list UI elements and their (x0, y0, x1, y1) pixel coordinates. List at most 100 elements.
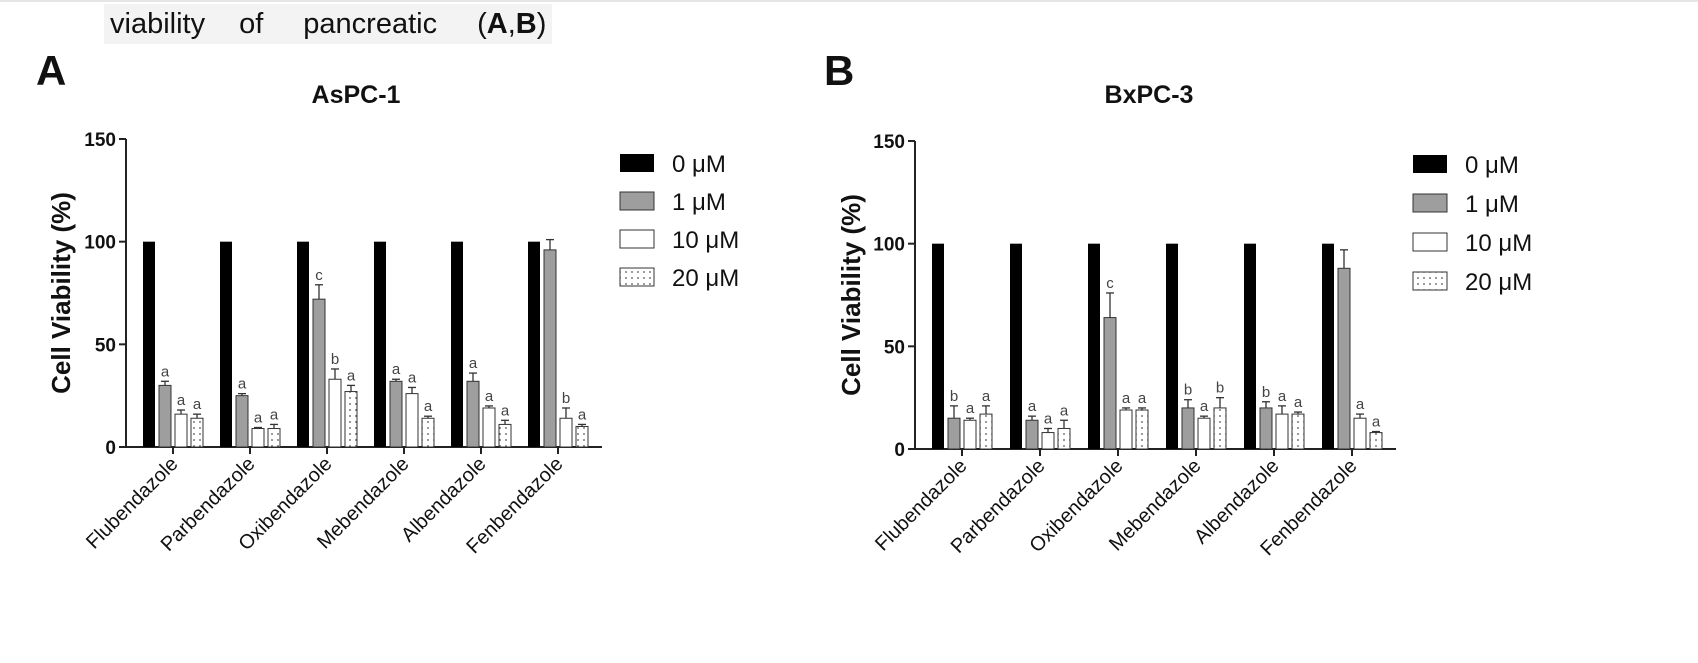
y-tick-label: 0 (894, 440, 905, 461)
bar (1119, 409, 1133, 450)
bar (374, 241, 386, 447)
legend-label: 0 μM (672, 151, 726, 178)
significance-label: a (469, 355, 478, 372)
bar (267, 428, 281, 448)
significance-label: b (331, 351, 339, 368)
panel-letter: A (36, 47, 66, 94)
bar (451, 241, 463, 447)
significance-label: a (177, 392, 186, 409)
bar (1259, 407, 1273, 450)
legend-swatch (619, 191, 655, 211)
significance-label: b (1262, 384, 1270, 401)
significance-label: c (1106, 275, 1114, 292)
significance-label: a (1278, 388, 1287, 405)
legend-label: 10 μM (672, 227, 739, 254)
bar (1181, 407, 1195, 450)
bar (498, 423, 512, 448)
significance-label: a (1356, 396, 1365, 413)
figure-caption: viability of pancreatic (A,B) (104, 4, 553, 44)
significance-label: a (501, 402, 510, 419)
bar (235, 395, 249, 448)
bar (1244, 243, 1256, 449)
y-tick-label: 50 (95, 335, 116, 356)
significance-label: b (950, 388, 958, 405)
significance-label: a (966, 400, 975, 417)
caption-paren-close: ) (536, 8, 547, 40)
bar (1166, 243, 1178, 449)
caption-paren-open: ( (477, 8, 487, 40)
legend-label: 1 μM (672, 189, 726, 216)
legend-swatch (1412, 271, 1448, 291)
bar (143, 241, 155, 447)
bar (1322, 243, 1334, 449)
significance-label: a (1372, 414, 1381, 431)
caption-word-of: of (239, 8, 264, 40)
bar (543, 249, 557, 448)
legend-swatch (619, 267, 655, 287)
y-axis-label: Cell Viability (%) (46, 192, 76, 394)
caption-panel-a-ref: A (486, 8, 508, 40)
bar (389, 380, 403, 448)
significance-label: a (392, 361, 401, 378)
bar (1291, 413, 1305, 450)
significance-label: b (562, 390, 570, 407)
bar (405, 393, 419, 448)
caption-comma: , (507, 8, 516, 40)
caption-word-viability: viability (110, 8, 206, 40)
y-axis-label: Cell Viability (%) (836, 194, 866, 396)
bar (421, 417, 435, 448)
bar (482, 407, 496, 448)
significance-label: a (1028, 398, 1037, 415)
y-tick-label: 100 (84, 233, 116, 254)
bar (1353, 417, 1367, 450)
bar (559, 417, 573, 448)
significance-label: b (1184, 382, 1192, 399)
bar (1197, 417, 1211, 450)
chart-title: BxPC-3 (1105, 81, 1194, 109)
caption-word-pancreatic: pancreatic (303, 8, 438, 40)
significance-label: a (982, 388, 991, 405)
legend-swatch (1412, 193, 1448, 213)
legend-swatch (1412, 232, 1448, 252)
significance-label: a (1044, 410, 1053, 427)
bar (1041, 432, 1055, 450)
significance-label: a (408, 369, 417, 386)
panel-letter: B (824, 47, 854, 94)
legend-label: 20 μM (1465, 269, 1532, 296)
bar (251, 428, 265, 448)
bar (575, 425, 589, 448)
legend-label: 0 μM (1465, 152, 1519, 179)
bar (344, 391, 358, 448)
y-tick-label: 150 (84, 130, 116, 151)
bar (312, 298, 326, 448)
bar (1010, 243, 1022, 449)
significance-label: a (1294, 394, 1303, 411)
significance-label: a (270, 406, 279, 423)
legend-swatch (620, 154, 654, 172)
bar (1057, 427, 1071, 450)
significance-label: a (347, 367, 356, 384)
legend-swatch (1413, 155, 1447, 173)
significance-label: a (238, 376, 247, 393)
bar (528, 241, 540, 447)
significance-label: a (1200, 398, 1209, 415)
significance-label: a (1060, 402, 1069, 419)
bar (979, 413, 993, 450)
legend-label: 1 μM (1465, 191, 1519, 218)
y-tick-label: 150 (873, 132, 905, 153)
y-tick-label: 100 (873, 235, 905, 256)
bar (297, 241, 309, 447)
significance-label: c (315, 267, 323, 284)
legend-swatch (619, 229, 655, 249)
significance-label: a (254, 409, 263, 426)
significance-label: a (161, 363, 170, 380)
bar (1025, 419, 1039, 450)
significance-label: a (193, 396, 202, 413)
caption-panel-b-ref: B (515, 8, 537, 40)
bar (1337, 267, 1351, 450)
bar (1103, 317, 1117, 450)
bar (190, 417, 204, 448)
bar (1369, 432, 1383, 450)
